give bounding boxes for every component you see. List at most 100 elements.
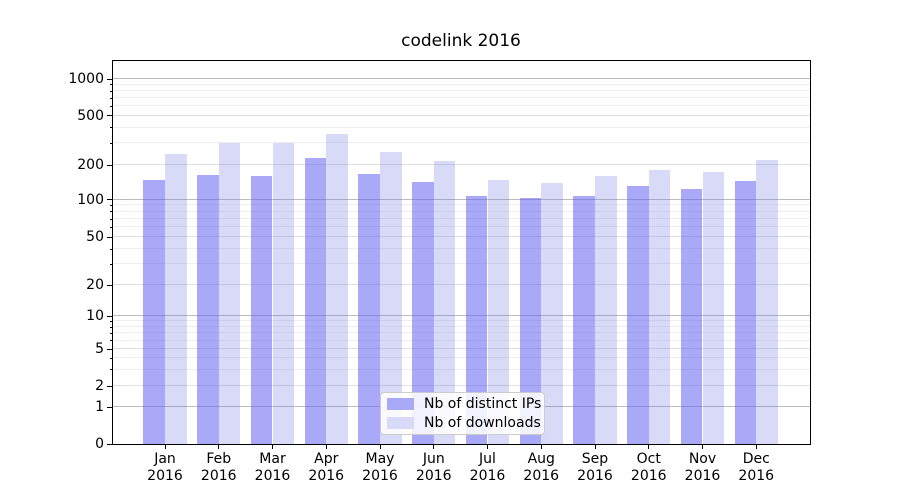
gridline-minor-labeled <box>112 385 810 386</box>
x-tick-label: Feb 2016 <box>187 451 251 485</box>
x-tick-month: Feb <box>206 451 232 467</box>
legend-label-downloads: Nb of downloads <box>424 414 541 431</box>
y-minor-tick-mark <box>109 284 113 286</box>
bar-downloads <box>648 170 671 444</box>
gridline-minor <box>112 248 810 250</box>
x-tick-mark <box>487 444 488 449</box>
y-tick-mark <box>107 78 113 80</box>
y-minor-tick-mark <box>109 263 113 265</box>
x-tick-mark <box>325 444 327 449</box>
x-tick-label: Dec 2016 <box>724 451 788 485</box>
y-minor-tick-mark <box>109 369 113 371</box>
gridline-minor <box>112 218 810 220</box>
y-minor-tick-mark <box>109 218 113 220</box>
gridline-minor <box>112 226 810 228</box>
gridline-minor <box>112 105 810 107</box>
y-tick-label: 50 <box>86 229 104 246</box>
bar-downloads <box>165 153 187 444</box>
gridline-minor <box>112 332 810 334</box>
bar-downloads <box>380 152 402 444</box>
x-tick-label: Jun 2016 <box>402 451 466 485</box>
x-tick-mark <box>594 444 596 449</box>
y-minor-tick-mark <box>109 105 113 107</box>
y-minor-tick-mark <box>109 248 113 250</box>
x-tick-month: Nov <box>688 451 717 467</box>
x-tick-year: 2016 <box>523 468 560 484</box>
legend-swatch-downloads <box>387 417 414 429</box>
x-tick-month: Dec <box>742 451 770 467</box>
bar-downloads <box>433 160 456 444</box>
x-tick-mark <box>272 444 273 449</box>
x-tick-year: 2016 <box>577 468 613 484</box>
y-tick-mark <box>107 315 113 317</box>
legend-entry-downloads: Nb of downloads <box>387 414 544 431</box>
y-minor-tick-mark <box>109 84 113 86</box>
bar-distinct-ips <box>358 174 380 444</box>
bar-distinct-ips <box>734 181 757 444</box>
x-tick-year: 2016 <box>630 468 667 484</box>
gridline-minor-labeled <box>112 114 810 116</box>
gridline-minor <box>112 263 810 265</box>
x-tick-label: Aug 2016 <box>509 451 573 485</box>
bar-distinct-ips <box>304 157 327 444</box>
x-tick-month: Jul <box>479 451 496 467</box>
bar-distinct-ips <box>627 185 649 444</box>
gridline-minor <box>112 210 810 212</box>
y-tick-mark <box>107 443 113 445</box>
y-minor-tick-mark <box>109 357 113 359</box>
bar-distinct-ips <box>412 182 434 444</box>
x-tick-month: Oct <box>636 451 661 467</box>
x-tick-mark <box>702 444 703 449</box>
gridline-major <box>112 78 810 80</box>
gridline-minor-labeled <box>112 164 810 166</box>
y-minor-tick-mark <box>109 90 113 92</box>
y-minor-tick-mark <box>109 385 113 387</box>
bar-downloads <box>487 179 510 444</box>
bar-downloads <box>756 159 778 444</box>
x-tick-label: Sep 2016 <box>563 451 627 485</box>
x-tick-month: Sep <box>581 451 609 467</box>
y-minor-tick-mark <box>109 340 113 342</box>
x-tick-year: 2016 <box>415 468 452 484</box>
y-minor-tick-mark <box>109 204 113 206</box>
x-tick-label: Oct 2016 <box>617 451 681 485</box>
y-minor-tick-mark <box>109 348 113 350</box>
y-minor-tick-mark <box>109 211 113 213</box>
x-tick-year: 2016 <box>254 468 291 484</box>
gridline-minor-labeled <box>112 348 810 350</box>
gridline-minor-labeled <box>112 236 810 238</box>
x-tick-month: Mar <box>259 451 286 467</box>
gridline-minor <box>112 339 810 341</box>
y-tick-label: 500 <box>77 107 104 124</box>
x-tick-year: 2016 <box>738 468 775 484</box>
x-tick-year: 2016 <box>469 468 506 484</box>
y-tick-mark <box>107 406 113 408</box>
gridline-minor-labeled <box>112 284 810 286</box>
y-tick-label: 1 <box>95 399 104 415</box>
bar-distinct-ips <box>465 196 488 444</box>
legend-label-distinct-ips: Nb of distinct IPs <box>424 395 542 412</box>
y-tick-label: 5 <box>95 341 104 358</box>
bar-distinct-ips <box>143 180 165 444</box>
gridline-major <box>112 315 810 317</box>
x-tick-month: Apr <box>314 451 339 467</box>
x-tick-mark <box>648 444 650 449</box>
gridline-minor <box>112 142 810 144</box>
bar-distinct-ips <box>573 195 595 444</box>
gridline-minor <box>112 90 810 92</box>
y-minor-tick-mark <box>109 164 113 166</box>
x-tick-month: Aug <box>527 451 555 467</box>
y-tick-label: 1000 <box>68 71 104 88</box>
gridline-minor <box>112 368 810 370</box>
bar-downloads <box>272 143 295 444</box>
y-minor-tick-mark <box>109 127 113 129</box>
legend: Nb of distinct IPs Nb of downloads <box>380 392 545 435</box>
x-tick-label: Apr 2016 <box>294 451 358 485</box>
bar-downloads <box>541 183 563 444</box>
x-tick-month: May <box>365 451 395 467</box>
y-tick-mark <box>107 199 113 201</box>
y-tick-label: 2 <box>95 378 104 394</box>
x-tick-mark <box>755 444 757 449</box>
gridline-minor <box>112 320 810 322</box>
